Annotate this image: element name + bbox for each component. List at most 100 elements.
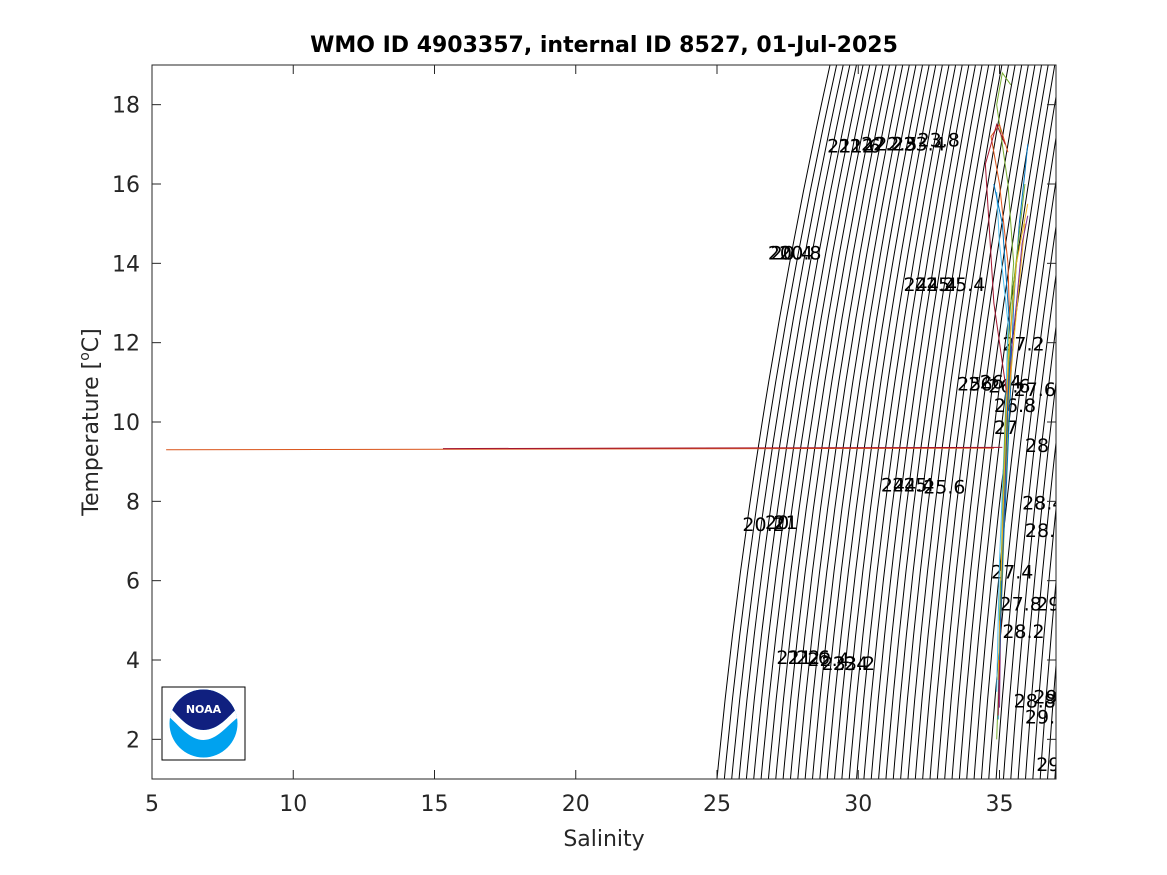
contour-label: 24.4 bbox=[915, 274, 957, 296]
contour-label: 29.4 bbox=[1033, 687, 1075, 709]
contour-label: 24 bbox=[844, 653, 868, 675]
y-tick-label: 8 bbox=[126, 490, 140, 515]
contour-label: 21 bbox=[776, 647, 800, 669]
density-contour-line bbox=[811, 65, 917, 779]
contour-label: 24 bbox=[881, 474, 905, 496]
contour-label: 27.8 bbox=[1000, 593, 1042, 615]
contour-label: 22 bbox=[850, 135, 874, 157]
plot-frame bbox=[151, 64, 1057, 780]
profile-line bbox=[166, 447, 994, 451]
contour-label: 29.2 bbox=[1025, 706, 1067, 728]
density-contour-line bbox=[841, 65, 943, 779]
contour-label: 23 bbox=[892, 133, 916, 155]
density-contour-line bbox=[856, 65, 957, 779]
contour-label: 29.6 bbox=[1036, 754, 1078, 776]
contour-label: 28.2 bbox=[1002, 621, 1044, 643]
density-contour-line bbox=[797, 65, 904, 779]
density-contour-line bbox=[958, 65, 1049, 779]
contour-label: 22.2 bbox=[861, 133, 903, 155]
density-contour-line bbox=[1039, 576, 1056, 779]
logo-wave bbox=[169, 706, 238, 740]
contour-label: 21.6 bbox=[788, 647, 830, 669]
y-tick-label: 4 bbox=[126, 649, 140, 674]
y-tick-label: 2 bbox=[126, 728, 140, 753]
density-contour-line bbox=[885, 65, 983, 779]
y-tick-label: 10 bbox=[112, 411, 140, 436]
density-contour-line bbox=[1002, 271, 1056, 779]
noaa-logo: NOAA bbox=[161, 686, 246, 761]
contour-label: 26 bbox=[968, 373, 992, 395]
density-contour-line bbox=[1047, 659, 1056, 779]
density-contour-line bbox=[936, 65, 1029, 779]
density-contour-line bbox=[767, 65, 877, 779]
density-contours bbox=[716, 65, 1154, 779]
density-contour-line bbox=[892, 65, 990, 779]
x-tick-label: 5 bbox=[145, 792, 159, 817]
contour-label: 27.6 bbox=[1014, 379, 1056, 401]
density-contour-line bbox=[966, 65, 1056, 779]
contour-label: 25.4 bbox=[943, 274, 985, 296]
y-tick-label: 12 bbox=[112, 332, 140, 357]
density-contour-line bbox=[922, 65, 1016, 779]
y-axis-label-text: Temperature [ bbox=[79, 361, 104, 517]
contour-label: 21 bbox=[827, 135, 851, 157]
density-contour-line bbox=[804, 65, 910, 779]
contour-label: 20 bbox=[765, 512, 789, 534]
density-contour-line bbox=[1024, 438, 1056, 779]
density-contour-line bbox=[951, 65, 1043, 779]
contour-label: 20.2 bbox=[742, 514, 784, 536]
density-contour-line bbox=[775, 65, 884, 779]
contour-label: 26.8 bbox=[994, 395, 1036, 417]
contour-label: 23.4 bbox=[903, 133, 945, 155]
contour-label: 21.6 bbox=[838, 135, 880, 157]
density-contour-line bbox=[944, 65, 1036, 779]
density-contour-line bbox=[914, 65, 1009, 779]
density-contour-line bbox=[1032, 503, 1056, 779]
x-tick-label: 30 bbox=[844, 792, 872, 817]
density-contour-line bbox=[745, 65, 857, 779]
density-contour-line bbox=[995, 223, 1056, 779]
density-contour-line bbox=[826, 65, 930, 779]
y-tick-label: 14 bbox=[112, 252, 140, 277]
chart-title: WMO ID 4903357, internal ID 8527, 01-Jul… bbox=[310, 33, 898, 58]
density-contour-line bbox=[870, 65, 970, 779]
density-contour-line bbox=[731, 65, 844, 779]
density-contour-line bbox=[738, 65, 851, 779]
contour-label: 22.5 bbox=[875, 133, 917, 155]
contour-label: 28 bbox=[1025, 435, 1049, 457]
contour-label: 28.4 bbox=[1022, 492, 1064, 514]
contour-label: 28.8 bbox=[1014, 691, 1056, 713]
profile-line bbox=[1000, 203, 1029, 581]
y-tick-label: 18 bbox=[112, 94, 140, 119]
contour-label: 25 bbox=[957, 373, 981, 395]
density-contour-line bbox=[1070, 65, 1148, 779]
contour-label: 24.4 bbox=[892, 474, 934, 496]
contour-label: 20.4 bbox=[771, 242, 813, 264]
logo-text: NOAA bbox=[186, 703, 222, 716]
density-contour-line bbox=[929, 65, 1023, 779]
contour-label: 29 bbox=[1036, 593, 1060, 615]
x-axis-label: Salinity bbox=[563, 827, 644, 852]
profile-line bbox=[996, 191, 1009, 692]
density-contour-line bbox=[900, 65, 996, 779]
contour-label: 23.2 bbox=[833, 653, 875, 675]
x-tick-label: 10 bbox=[279, 792, 307, 817]
density-contour-line bbox=[1010, 322, 1056, 779]
contour-label: 22.4 bbox=[807, 649, 849, 671]
y-axis-label-unit: C] bbox=[79, 328, 104, 352]
density-contour-line bbox=[878, 65, 976, 779]
x-tick-label: 25 bbox=[703, 792, 731, 817]
density-contour-line bbox=[760, 65, 871, 779]
contour-label: 25 bbox=[903, 474, 927, 496]
density-contour-line bbox=[907, 65, 1003, 779]
density-contour-line bbox=[723, 65, 838, 779]
density-contour-line bbox=[1077, 65, 1154, 779]
contour-label: 25 bbox=[926, 274, 950, 296]
profile-line bbox=[993, 183, 1012, 661]
contour-label: 23.8 bbox=[918, 129, 960, 151]
contour-label: 20.8 bbox=[779, 242, 821, 264]
contour-label: 23 bbox=[822, 653, 846, 675]
y-tick-label: 6 bbox=[126, 570, 140, 595]
